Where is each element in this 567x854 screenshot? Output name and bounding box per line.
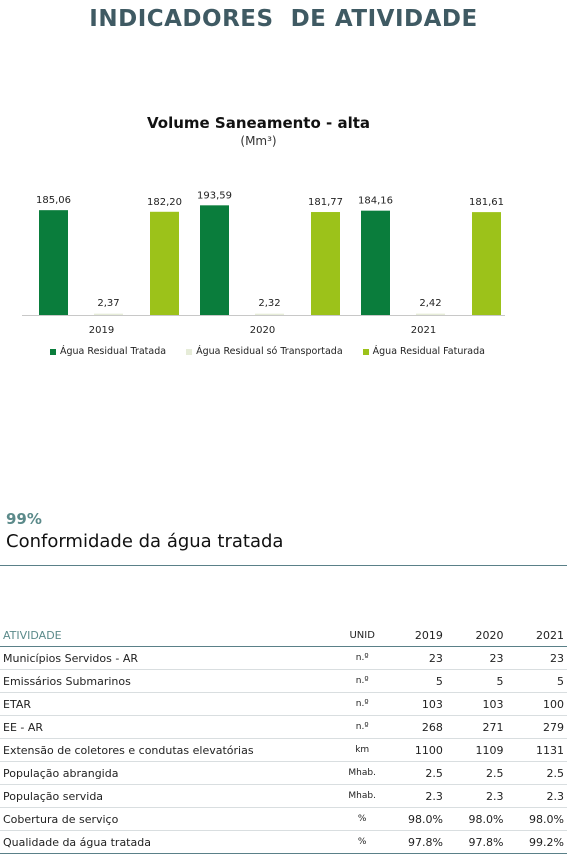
data-label: 2,42 [419,298,441,309]
legend-label: Água Residual só Transportada [196,346,343,357]
row-value-2020: 271 [445,715,507,739]
section-divider [0,565,567,566]
row-value-2020: 2.3 [445,784,507,808]
row-activity-name: Cobertura de serviço [0,807,339,831]
row-unit: n.º [338,715,386,739]
header-unit: UNID [349,629,375,641]
row-activity-name: Qualidade da água tratada [0,830,339,854]
chart-unit: (Mm³) [240,134,277,148]
header-2021: 2021 [536,628,564,642]
bar-2021-series-2 [416,313,445,315]
row-unit: % [338,807,386,831]
row-unit: Mhab. [338,784,386,808]
row-value-2020: 5 [445,669,507,693]
legend-entry: Água Residual Faturada [362,346,485,357]
table-row: Qualidade da água tratada% 97.8% 97.8% 99.2… [0,830,567,854]
bar-2020-series-3 [311,212,340,315]
row-activity-name: EE - AR [0,715,339,739]
header-2020: 2020 [475,628,504,642]
row-unit: n.º [338,646,386,670]
row-value-2020: 1109 [445,738,507,762]
table-header-row: ATIVIDADE UNID 2019 2020 2021 [0,624,567,647]
table-row: EE - AR n.º 268 271 279 [0,715,567,739]
legend-entry: Água Residual Tratada [50,346,166,357]
chart-title: Volume Saneamento - alta [146,114,371,132]
row-activity-name: Municípios Servidos - AR [0,646,339,670]
bar-chart: 185,06 2,37 182,20 2019 193,59 2,32 181,77 2020… [22,190,505,336]
activity-table: ATIVIDADE UNID 2019 2020 2021 Municípios… [0,624,567,854]
data-label: 184,16 [358,196,393,207]
data-label: 2,32 [258,298,280,309]
table-row: População abrangida Mhab. 2.5 2.5 2.5 [0,761,567,785]
bar-2021-series-3 [472,212,501,315]
row-unit: % [338,830,386,854]
row-value-2019: 268 [385,715,446,739]
bar-2019-series-2 [94,313,123,315]
row-value-2019: 5 [385,669,446,693]
row-value-2019: 97.8% [385,830,446,854]
bar-2019-series-3 [150,211,179,315]
legend-label: Água Residual Tratada [60,346,167,357]
bar-2021-series-1 [361,210,390,315]
row-activity-name: ETAR [0,692,339,716]
row-value-2020: 97.8% [445,830,507,854]
x-tick-label: 2021 [411,325,436,336]
row-value-2021: 99.2% [506,830,567,854]
kpi-value: 99% [6,510,42,528]
table-row: Extensão de coletores e condutas elevató… [0,738,567,762]
row-value-2021: 2.5 [506,761,567,785]
bar-2020-series-1 [200,205,229,315]
row-value-2021: 100 [506,692,567,716]
row-value-2021: 23 [506,646,567,670]
row-value-2021: 98.0% [506,807,567,831]
row-activity-name: População servida [0,784,339,808]
row-activity-name: População abrangida [0,761,339,785]
bar-2020-series-2 [255,313,284,315]
data-label: 185,06 [36,195,71,206]
x-tick-label: 2019 [89,325,114,336]
row-value-2019: 23 [385,646,446,670]
legend-swatch [50,348,56,355]
row-unit: Mhab. [338,761,386,785]
row-value-2019: 2.3 [385,784,446,808]
row-value-2021: 279 [506,715,567,739]
table-row: Emissários Submarinos n.º 5 5 5 [0,669,567,693]
row-value-2019: 103 [385,692,446,716]
table-row: Cobertura de serviço% 98.0% 98.0% 98.0% [0,807,567,831]
row-unit: n.º [338,669,386,693]
header-2019: 2019 [414,628,443,642]
table-row: Municípios Servidos - AR n.º 23 23 23 [0,646,567,670]
row-activity-name: Emissários Submarinos [0,669,339,693]
row-unit: km [338,738,386,762]
row-value-2020: 2.5 [445,761,507,785]
data-label: 2,37 [97,298,119,309]
row-value-2021: 5 [506,669,567,693]
row-value-2019: 2.5 [385,761,446,785]
row-value-2020: 98.0% [445,807,507,831]
row-value-2021: 2.3 [506,784,567,808]
header-activity: ATIVIDADE [3,628,62,642]
legend-swatch [186,348,193,355]
kpi-label: Conformidade da água tratada [6,531,284,552]
row-activity-name: Extensão de coletores e condutas elevató… [0,738,339,762]
bar-2019-series-1 [39,210,68,315]
data-label: 193,59 [197,190,232,201]
data-label: 181,77 [308,197,343,208]
chart-legend: Água Residual Tratada Água Residual só Tr… [50,346,485,357]
row-unit: n.º [338,692,386,716]
row-value-2021: 1131 [506,738,567,762]
row-value-2019: 98.0% [385,807,446,831]
x-tick-label: 2020 [250,325,275,336]
row-value-2020: 23 [445,646,507,670]
page-title: INDICADORES DE ATIVIDADE [89,6,478,32]
table-row: População servida Mhab. 2.3 2.3 2.3 [0,784,567,808]
table-row: ETAR n.º 103 103 100 [0,692,567,716]
legend-entry: Água Residual só Transportada [186,346,343,357]
data-label: 182,20 [147,197,182,208]
row-value-2019: 1100 [385,738,446,762]
legend-label: Água Residual Faturada [372,346,485,357]
data-label: 181,61 [469,197,504,208]
row-value-2020: 103 [445,692,507,716]
legend-swatch [362,348,369,355]
